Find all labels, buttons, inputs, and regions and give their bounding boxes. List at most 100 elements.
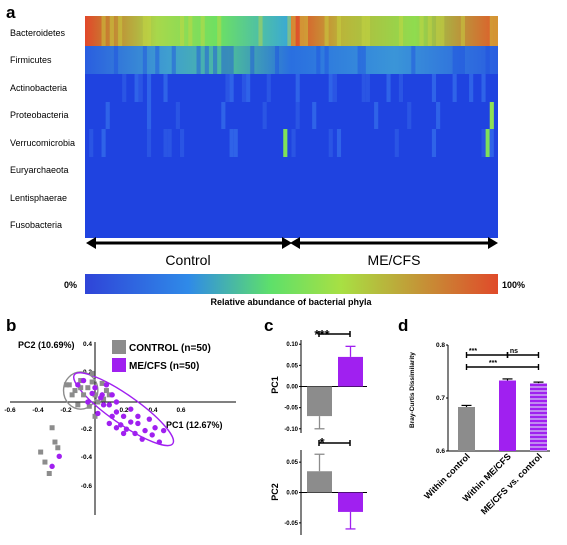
heatmap-cell [287,16,292,46]
pcoa-y-tick: -0.2 [81,426,93,433]
pc2-bars [299,440,367,535]
panel-a-label: a [6,3,16,22]
pcoa-points [38,370,167,476]
scatter-point [63,382,69,388]
heatmap-cell [456,46,461,74]
bar [307,471,332,493]
heatmap-cell [485,129,490,157]
scatter-point [109,392,115,398]
heatmap-row-firmicutes-control [85,46,291,74]
pc1-significance: *** [314,327,330,342]
legend-swatch-control [112,340,126,354]
heatmap-cell [109,16,114,46]
heatmap-cell [489,102,494,129]
bray-curtis-tick: 0.6 [436,448,445,455]
heatmap-cell [229,129,234,157]
scatter-point [75,402,81,408]
phylum-label: Actinobacteria [10,83,67,93]
pcoa-x-tick: 0.2 [119,407,128,414]
scatter-point [103,388,109,394]
heatmap-cell [146,129,152,157]
panel-d-label: d [398,316,408,335]
scatter-point [139,436,145,442]
heatmap-cell [336,129,342,157]
pc1-ticks: 0.10 0.05 0.00 -0.05 -0.10 [284,342,298,433]
heatmap-row-bacteroidetes-mecfs [291,16,498,46]
scatter-point [135,420,141,427]
heatmap-cell [175,102,180,129]
heatmap-cell [118,16,123,46]
panel-b-label: b [6,316,16,335]
heatmap-cell [179,129,185,157]
pc2-tick: 0.00 [286,491,298,497]
heatmap-cell [113,46,119,74]
colorbar-max-label: 100% [502,280,525,290]
bar [458,407,475,451]
heatmap-cell [105,102,110,129]
confidence-ellipse [73,372,175,447]
scatter-point [72,388,78,394]
heatmap-cell [436,102,441,129]
scatter-point [78,385,84,391]
pcoa-x-tick: -0.2 [60,407,72,414]
scatter-point [120,430,127,437]
heatmap-cell [221,46,226,74]
heatmap-cell [332,74,337,102]
heatmap-cell [266,74,271,102]
heatmap-cell [431,74,437,102]
heatmap-cell [146,102,152,129]
pc2-ticks: 0.05 0.00 -0.05 [284,460,298,527]
heatmap-cell [229,46,234,74]
pcoa-legend: CONTROL (n=50) ME/CFS (n=50) [112,340,211,372]
bar [307,386,332,417]
scatter-point [132,430,138,437]
heatmap-cell [262,102,267,129]
pc2-significance: * [319,435,325,450]
sig-label: *** [469,348,477,355]
scatter-point [95,410,101,417]
heatmap-cell [431,129,437,157]
phylum-label: Euryarchaeota [10,165,69,175]
mecfs-arrow-right-head [488,237,498,249]
heatmap-cell [241,74,247,102]
heatmap-cell [361,74,366,102]
sig-label: ns [510,348,518,355]
heatmap-cell [316,46,321,74]
scatter-point [149,432,155,438]
heatmap-cell [171,46,176,74]
heatmap-cell [299,16,304,46]
heatmap-cell [89,129,94,157]
heatmap-cell [283,129,288,157]
heatmap-cell [229,74,234,102]
heatmap-cell [246,74,251,102]
scatter-point [109,413,115,419]
scatter-point [146,416,153,422]
scatter-point [92,413,98,419]
pc2-tick: -0.05 [284,521,298,527]
heatmap-cell [328,74,333,102]
scatter-point [49,463,55,470]
scatter-point [152,425,158,431]
pcoa-y-ticks: 0.4 0.2 -0.2 -0.4 -0.6 [81,341,93,490]
heatmap-cell [196,46,201,74]
heatmap-cell [386,74,391,102]
heatmap-cell [295,102,300,129]
scatter-point [106,402,113,408]
heatmap-cell [217,16,222,46]
control-arrow-right-head [282,237,292,249]
pcoa-y-axis-label: PC2 (10.69%) [18,340,75,350]
colorbar-title: Relative abundance of bacterial phyla [210,297,372,307]
heatmap-cell [365,16,370,46]
heatmap-cell [411,46,416,74]
pc1-bars [299,331,367,433]
heatmap-cell [146,74,152,102]
heatmap-cell [407,102,412,129]
heatmap-cell [493,16,498,46]
colorbar-gradient [85,274,498,294]
group-arrows: Control ME/CFS [86,237,498,268]
phylum-label: Lentisphaerae [10,193,67,203]
scatter-point [118,422,124,428]
scatter-point [128,419,134,425]
heatmap-cell [398,74,404,102]
mecfs-arrow-left-head [290,237,300,249]
